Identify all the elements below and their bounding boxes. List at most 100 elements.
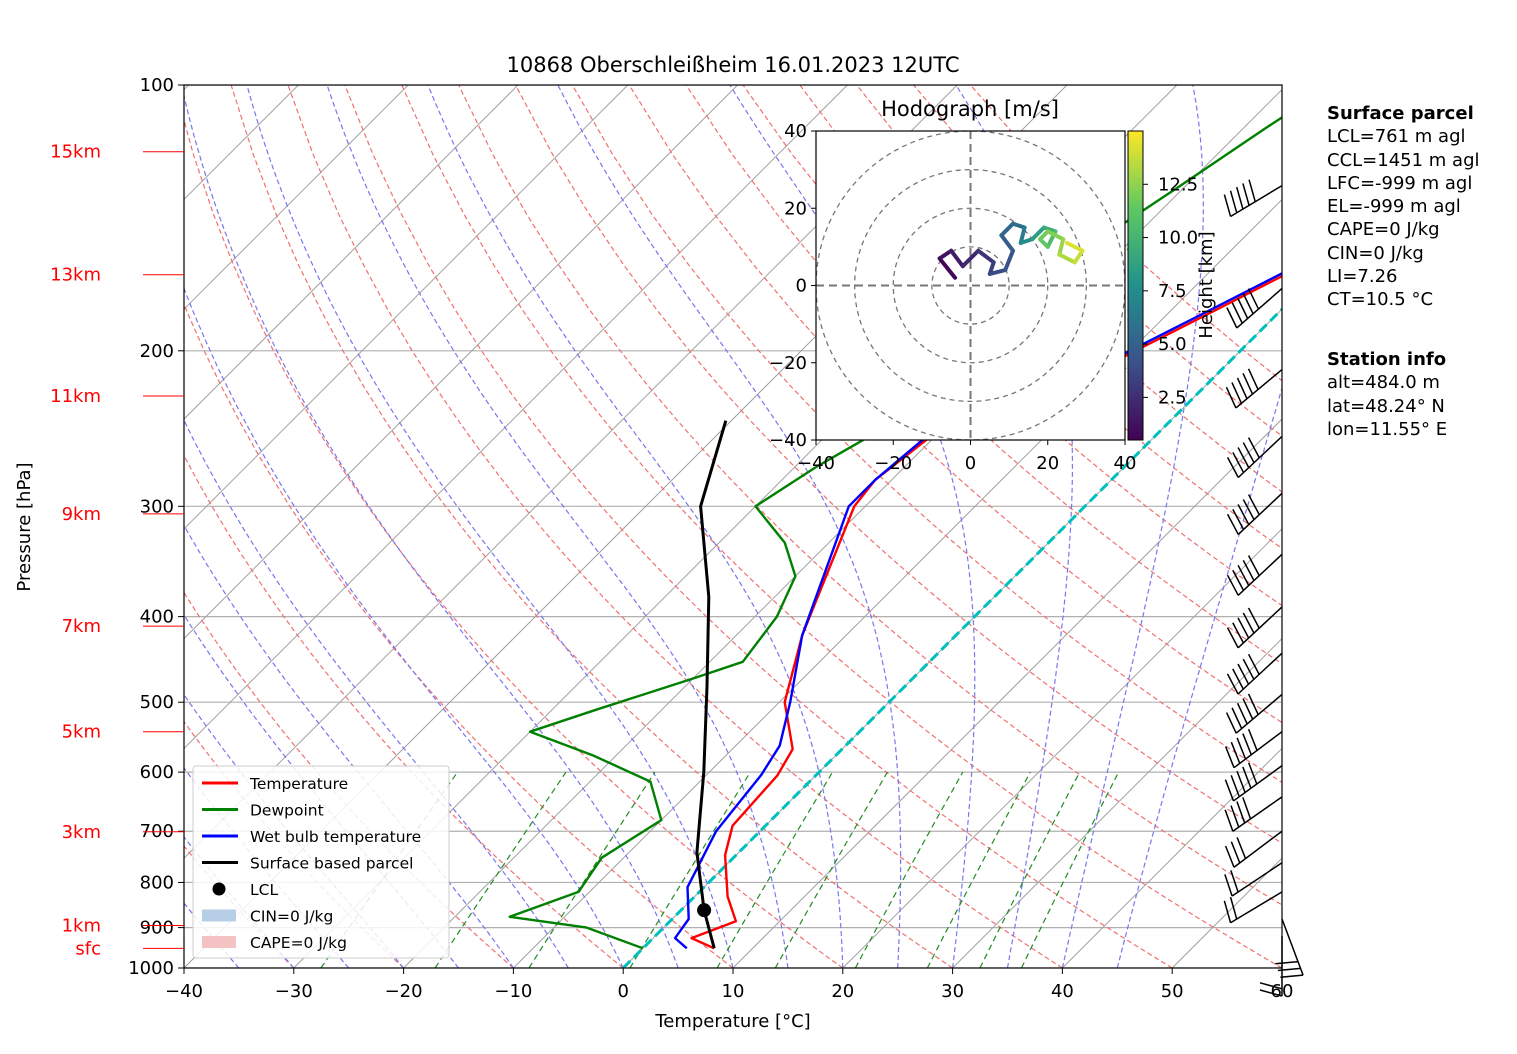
moist-adiabat xyxy=(326,85,789,968)
barb-flag xyxy=(1226,673,1239,695)
x-axis-label: Temperature [°C] xyxy=(654,1011,810,1032)
barb-staff xyxy=(1237,606,1283,649)
barb-flag xyxy=(1226,574,1239,596)
moist-adiabat xyxy=(1061,85,1204,968)
x-tick-label: −40 xyxy=(165,981,203,1002)
surface-parcel-header: Surface parcel xyxy=(1327,103,1474,124)
moist-adiabat xyxy=(184,418,569,968)
isotherm-line xyxy=(184,85,848,750)
dry-adiabat xyxy=(401,85,1282,968)
wind-barb xyxy=(1224,830,1283,868)
dry-adiabat xyxy=(230,85,953,968)
station-info-panel: Station info alt=484.0 m lat=48.24° N lo… xyxy=(1327,348,1447,441)
mixing-ratio-line xyxy=(926,771,1031,968)
barb-staff xyxy=(1237,652,1283,695)
hodograph-y-tick-label: −20 xyxy=(769,353,807,374)
barb-flag xyxy=(1230,805,1240,828)
barb-flag xyxy=(1242,560,1255,581)
barb-flag xyxy=(1224,845,1235,868)
colorbar xyxy=(1127,130,1144,441)
series-surface-based-parcel xyxy=(695,420,728,949)
isotherm-line xyxy=(952,637,1282,968)
barb-flag xyxy=(1231,382,1243,404)
hodograph-ring xyxy=(931,246,1010,325)
height-label: 13km xyxy=(50,265,101,286)
barb-flag xyxy=(1230,841,1241,864)
hodograph-title: Hodograph [m/s] xyxy=(881,97,1059,121)
dry-adiabat xyxy=(344,85,1173,968)
barb-flag xyxy=(1237,617,1250,639)
wind-barb xyxy=(1223,179,1283,218)
parcel-lfc: LFC=-999 m agl xyxy=(1327,172,1473,194)
wind-barb xyxy=(1225,368,1283,409)
mixing-ratio-line xyxy=(1020,771,1120,968)
hodograph-ring xyxy=(853,168,1088,403)
wind-barb xyxy=(1224,796,1283,832)
hodograph-background xyxy=(816,131,1125,440)
parcel-ccl: CCL=1451 m agl xyxy=(1327,149,1480,171)
barb-flag xyxy=(1232,452,1245,473)
barb-flag xyxy=(1259,982,1283,990)
x-tick-label: −10 xyxy=(494,981,532,1002)
legend-entry: LCL xyxy=(212,881,278,899)
x-tick-label: 50 xyxy=(1161,981,1184,1002)
hodograph-segment xyxy=(960,248,981,269)
moist-adiabat xyxy=(246,85,734,968)
y-tick-label: 600 xyxy=(140,762,174,783)
mixing-ratio-line xyxy=(979,771,1081,968)
barb-flag xyxy=(1248,179,1256,202)
barb-flag xyxy=(1236,737,1247,760)
legend-label: Surface based parcel xyxy=(250,855,413,873)
y-tick-label: 300 xyxy=(140,496,174,517)
surface-parcel-panel: Surface parcel LCL=761 m agl CCL=1451 m … xyxy=(1327,102,1480,312)
barb-flag xyxy=(1223,194,1232,217)
hodograph-y-tick-label: −40 xyxy=(769,430,807,451)
moist-adiabat xyxy=(184,902,240,968)
barb-flag xyxy=(1247,607,1260,629)
colorbar-label: Height [km] xyxy=(1196,231,1217,338)
height-label: 11km xyxy=(50,386,101,407)
barb-flag xyxy=(1242,373,1254,395)
legend-entry: CIN=0 J/kg xyxy=(202,908,333,926)
barb-flag xyxy=(1237,663,1250,685)
hodograph-inset: Hodograph [m/s] −40 −20 0 20 40 40 20 0 −20 −40 2… xyxy=(769,97,1217,474)
barb-staff xyxy=(1235,368,1283,409)
barb-flag xyxy=(1237,504,1250,525)
wind-barb xyxy=(1226,287,1283,329)
x-tick-label: 20 xyxy=(831,981,854,1002)
dry-adiabat xyxy=(287,85,1063,968)
barb-flag xyxy=(1242,766,1252,789)
y-tick-label: 800 xyxy=(140,872,174,893)
colorbar-tick-label: 12.5 xyxy=(1158,174,1198,195)
y-tick-label: 100 xyxy=(140,75,174,96)
hodograph-segment xyxy=(949,248,965,269)
barb-flag xyxy=(1236,837,1247,859)
barb-flag xyxy=(1236,770,1246,793)
hodograph-segment xyxy=(937,256,958,280)
isotherm-line xyxy=(184,85,738,640)
moist-adiabat xyxy=(557,85,902,968)
wind-barb xyxy=(1226,492,1283,535)
barb-flag xyxy=(1232,668,1244,690)
hodograph-segment xyxy=(1045,229,1066,242)
x-tick-label: −30 xyxy=(275,981,313,1002)
barb-flag xyxy=(1226,627,1239,649)
mixing-ratio-line xyxy=(528,771,656,968)
hodograph-segment xyxy=(1041,225,1058,234)
wind-barb xyxy=(1226,435,1283,479)
hodograph-segment xyxy=(1018,225,1027,246)
barb-flag xyxy=(1231,302,1243,324)
barb-staff xyxy=(1237,492,1283,535)
barb-flag xyxy=(1247,494,1260,516)
hodograph-x-tick-label: −20 xyxy=(874,453,912,474)
barb-flag xyxy=(1242,499,1255,520)
barb-flag xyxy=(1236,377,1248,400)
barb-flag xyxy=(1225,712,1237,734)
hodograph-x-tick-label: 0 xyxy=(965,453,976,474)
legend: Temperature Dewpoint Wet bulb temperature S… xyxy=(192,765,450,959)
legend-entry: Surface based parcel xyxy=(202,855,413,873)
wind-barb xyxy=(1224,862,1283,897)
barb-flag xyxy=(1232,622,1245,644)
